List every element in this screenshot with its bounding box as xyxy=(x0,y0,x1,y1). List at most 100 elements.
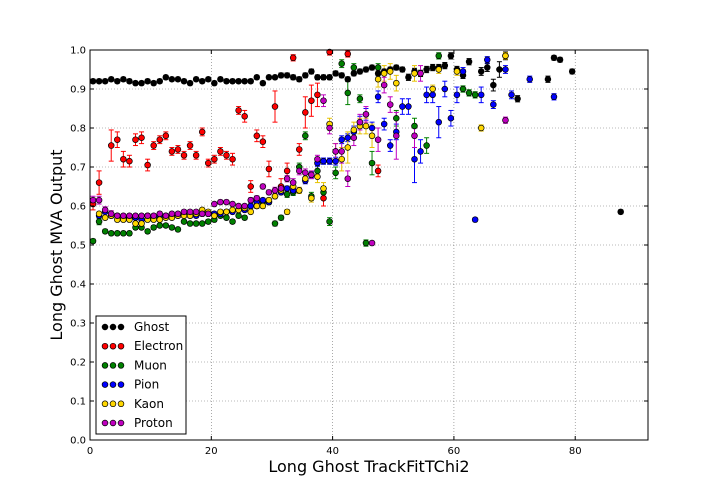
pion-point xyxy=(502,66,509,73)
muon-point xyxy=(223,214,230,221)
ghost-point xyxy=(271,74,279,81)
legend-label-kaon: Kaon xyxy=(134,397,164,411)
legend-marker-electron xyxy=(101,342,109,350)
ghost-point xyxy=(253,74,261,81)
ghost-point xyxy=(356,68,364,75)
muon-point xyxy=(314,167,321,175)
pion-point xyxy=(386,142,394,149)
ghost-point xyxy=(405,74,412,81)
kaon-point xyxy=(308,194,315,202)
y-tick-label: 0.9 xyxy=(70,85,86,96)
proton-point xyxy=(344,175,352,182)
pion-point xyxy=(247,202,254,210)
kaon-point xyxy=(350,126,358,134)
electron-point xyxy=(259,138,267,145)
ghost-point xyxy=(174,75,182,83)
muon-point xyxy=(205,218,212,225)
legend-marker-ghost xyxy=(117,323,125,331)
proton-point xyxy=(308,171,315,179)
x-tick-label: 60 xyxy=(448,446,461,457)
ghost-point xyxy=(326,74,333,81)
kaon-point xyxy=(217,208,224,216)
proton-point xyxy=(156,210,164,218)
ghost-point xyxy=(477,68,485,75)
ghost-point xyxy=(368,64,376,71)
legend-marker-electron xyxy=(117,342,125,350)
pion-point xyxy=(326,157,333,165)
pion-point xyxy=(459,68,467,75)
electron-point xyxy=(162,132,170,140)
proton-point xyxy=(107,210,115,218)
ghost-point xyxy=(120,75,127,83)
electron-point xyxy=(174,146,182,153)
kaon-point xyxy=(386,68,394,75)
muon-point xyxy=(374,64,382,71)
pion-point xyxy=(477,91,485,99)
electron-point xyxy=(320,194,327,202)
kaon-point xyxy=(429,85,436,93)
muon-point xyxy=(95,218,103,225)
legend-marker-electron xyxy=(109,342,117,350)
muon-point xyxy=(356,95,364,102)
ghost-point xyxy=(126,77,133,85)
kaon-point xyxy=(138,220,145,227)
kaon-point xyxy=(502,52,509,60)
kaon-point xyxy=(95,210,103,218)
ghost-point xyxy=(496,66,503,73)
ghost-point xyxy=(156,77,164,85)
proton-point xyxy=(162,212,170,220)
electron-point xyxy=(120,155,127,163)
muon-point xyxy=(338,60,345,67)
ghost-point xyxy=(338,72,345,79)
proton-point xyxy=(114,212,121,220)
muon-point xyxy=(277,214,285,221)
ghost-point xyxy=(314,74,321,81)
muon-point xyxy=(423,142,430,149)
muon-point xyxy=(120,230,127,237)
proton-point xyxy=(241,202,248,210)
proton-point xyxy=(338,148,345,155)
proton-point xyxy=(120,212,127,220)
proton-point xyxy=(314,155,321,163)
ghost-point xyxy=(241,77,248,85)
kaon-point xyxy=(453,68,461,75)
electron-point xyxy=(198,128,206,136)
ghost-point xyxy=(289,74,297,81)
proton-point xyxy=(198,210,206,218)
proton-point xyxy=(393,132,400,140)
ghost-point xyxy=(283,72,291,79)
ghost-point xyxy=(465,58,473,65)
pion-point xyxy=(320,157,327,165)
proton-point xyxy=(89,196,97,204)
kaon-point xyxy=(477,124,485,132)
legend-marker-muon xyxy=(101,362,109,369)
electron-point xyxy=(247,183,254,190)
legend-marker-muon xyxy=(109,362,117,369)
x-tick-label: 20 xyxy=(205,446,218,457)
y-tick-label: 0.4 xyxy=(70,280,86,291)
ghost-point xyxy=(107,75,115,83)
ghost-point xyxy=(350,70,358,77)
muon-point xyxy=(101,228,109,235)
proton-point xyxy=(502,116,509,124)
pion-point xyxy=(411,155,418,163)
ghost-point xyxy=(138,79,145,87)
ghost-point xyxy=(393,64,400,71)
y-tick-label: 0.0 xyxy=(70,436,86,447)
electron-point xyxy=(289,54,297,62)
electron-point xyxy=(114,136,121,143)
proton-point xyxy=(217,198,224,206)
ghost-point xyxy=(192,75,200,83)
pion-point xyxy=(423,91,430,99)
pion-point xyxy=(484,56,491,63)
ghost-point xyxy=(441,62,449,69)
x-tick-label: 0 xyxy=(87,446,93,457)
electron-point xyxy=(229,155,236,163)
data-markers xyxy=(89,48,624,247)
ghost-point xyxy=(490,81,497,89)
electron-point xyxy=(138,134,145,142)
muon-point xyxy=(393,114,400,122)
legend-label-electron: Electron xyxy=(134,339,183,353)
pion-point xyxy=(429,91,436,99)
